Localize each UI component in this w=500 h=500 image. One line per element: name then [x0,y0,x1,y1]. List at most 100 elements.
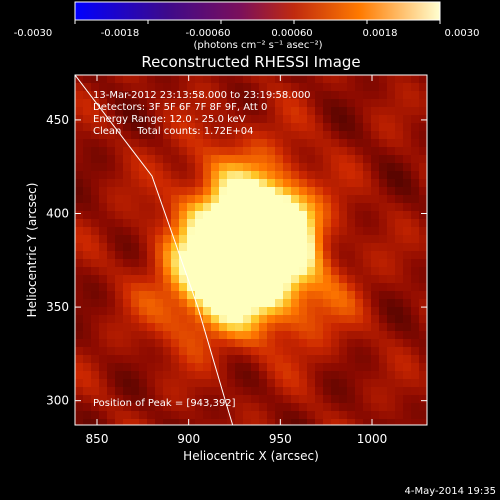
heatmap-cell [155,379,164,388]
heatmap-cell [243,371,252,380]
heatmap-cell [187,315,196,324]
heatmap-cell [211,91,220,100]
heatmap-cell [147,299,156,308]
heatmap-cell [107,411,116,420]
heatmap-cell [283,147,292,156]
heatmap-cell [347,211,356,220]
heatmap-cell [355,307,364,316]
heatmap-cell [259,219,268,228]
heatmap-cell [251,147,260,156]
heatmap-cell [107,163,116,172]
heatmap-cell [259,123,268,132]
heatmap-cell [243,291,252,300]
heatmap-cell [219,107,228,116]
heatmap-cell [331,147,340,156]
heatmap-cell [323,379,332,388]
heatmap-cell [259,195,268,204]
heatmap-cell [371,91,380,100]
heatmap-cell [363,83,372,92]
heatmap-cell [371,323,380,332]
heatmap-cell [235,283,244,292]
heatmap-cell [259,331,268,340]
heatmap-cell [267,107,276,116]
heatmap-cell [339,235,348,244]
heatmap-cell [211,139,220,148]
heatmap-cell [363,299,372,308]
heatmap-cell [299,259,308,268]
heatmap-cell [203,315,212,324]
heatmap-cell [307,163,316,172]
heatmap-cell [283,99,292,108]
heatmap-cell [371,283,380,292]
heatmap-cell [259,323,268,332]
heatmap-cell [83,363,92,372]
heatmap-cell [219,363,228,372]
heatmap-cell [139,179,148,188]
heatmap-cell [403,259,412,268]
heatmap-cell [355,211,364,220]
heatmap-cell [155,83,164,92]
heatmap-cell [163,323,172,332]
heatmap-cell [339,315,348,324]
heatmap-cell [243,347,252,356]
heatmap-cell [355,91,364,100]
heatmap-cell [411,387,420,396]
heatmap-cell [203,267,212,276]
heatmap-cell [259,131,268,140]
heatmap-cell [243,235,252,244]
heatmap-cell [75,411,84,420]
heatmap-cell [163,99,172,108]
heatmap-cell [83,83,92,92]
heatmap-cell [275,291,284,300]
heatmap-cell [131,75,140,84]
heatmap-cell [339,283,348,292]
heatmap-cell [347,411,356,420]
heatmap-cell [163,131,172,140]
heatmap-cell [355,187,364,196]
heatmap-cell [371,363,380,372]
heatmap-cell [411,147,420,156]
heatmap-cell [187,187,196,196]
heatmap-cell [203,299,212,308]
heatmap-cell [163,259,172,268]
heatmap-cell [419,307,427,316]
heatmap-cell [403,187,412,196]
heatmap-cell [395,299,404,308]
heatmap-cell [75,219,84,228]
heatmap-cell [243,187,252,196]
heatmap-cell [363,131,372,140]
heatmap-cell [347,299,356,308]
heatmap-cell [299,123,308,132]
heatmap-cell [75,195,84,204]
heatmap-cell [171,275,180,284]
heatmap-cell [387,251,396,260]
heatmap-cell [203,275,212,284]
heatmap-cell [99,187,108,196]
heatmap-cell [283,131,292,140]
heatmap-cell [155,243,164,252]
heatmap-cell [403,115,412,124]
heatmap-cell [203,251,212,260]
heatmap-cell [299,379,308,388]
heatmap-cell [323,219,332,228]
heatmap-cell [243,411,252,420]
heatmap-cell [187,307,196,316]
heatmap-cell [235,339,244,348]
heatmap-cell [91,267,100,276]
heatmap-cell [331,123,340,132]
heatmap-cell [211,107,220,116]
heatmap-cell [211,75,220,84]
heatmap-cell [147,275,156,284]
heatmap-cell [155,147,164,156]
heatmap-cell [195,275,204,284]
heatmap-cell [355,355,364,364]
heatmap-cell [219,275,228,284]
heatmap-cell [411,75,420,84]
heatmap-cell [307,75,316,84]
heatmap-cell [387,403,396,412]
heatmap-cell [371,83,380,92]
heatmap-cell [291,203,300,212]
heatmap-cell [275,347,284,356]
heatmap-cell [219,235,228,244]
heatmap-cell [371,291,380,300]
